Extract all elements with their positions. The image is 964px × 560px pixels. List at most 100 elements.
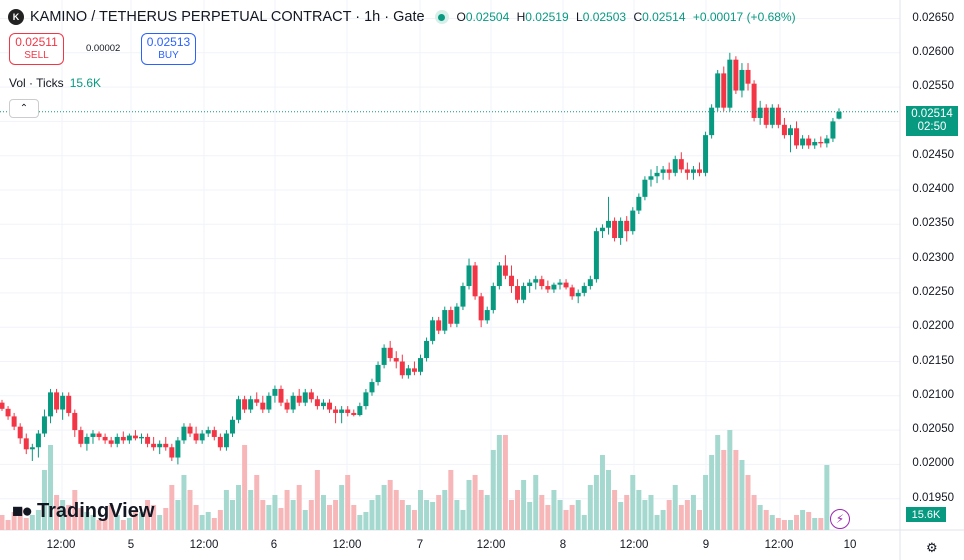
candle-body xyxy=(581,286,587,293)
volume-bar xyxy=(193,505,199,530)
candle-body xyxy=(794,128,800,146)
symbol-logo-icon: K xyxy=(8,9,24,25)
volume-bar xyxy=(90,515,96,530)
candle-body xyxy=(484,310,490,321)
volume-bar xyxy=(11,512,17,530)
candle-body xyxy=(599,227,605,232)
candle-body xyxy=(624,220,630,232)
volume-bar xyxy=(448,470,454,530)
volume-bar xyxy=(575,500,581,530)
candle-body xyxy=(606,220,612,228)
volume-bar xyxy=(145,500,151,530)
candle-body xyxy=(490,286,496,311)
candle-body xyxy=(612,220,618,239)
volume-bar xyxy=(284,490,290,530)
volume-bar xyxy=(587,485,593,530)
market-status-icon[interactable] xyxy=(434,10,449,24)
volume-bar xyxy=(618,502,624,530)
candle-body xyxy=(557,282,563,285)
volume-bar xyxy=(217,510,223,530)
candle-body xyxy=(751,83,757,118)
volume-bar xyxy=(654,515,660,530)
volume-bar xyxy=(508,500,514,530)
volume-bar xyxy=(223,490,229,530)
time-tick-label: 9 xyxy=(702,539,710,551)
volume-bar xyxy=(515,490,521,530)
candle-body xyxy=(114,436,120,444)
candle-body xyxy=(284,402,290,410)
bar-countdown: 02:50 xyxy=(917,121,947,133)
candle-body xyxy=(66,395,72,413)
chart-title[interactable]: KAMINO / TETHERUS PERPETUAL CONTRACT · 1… xyxy=(30,9,425,25)
candle-body xyxy=(496,265,502,287)
candle-body xyxy=(236,399,242,420)
volume-bar xyxy=(0,515,5,530)
buy-price: 0.02513 xyxy=(146,35,191,49)
volume-legend[interactable]: Vol · Ticks 15.6K xyxy=(9,76,101,90)
open-value: 0.02504 xyxy=(465,10,510,24)
time-tick-label: 6 xyxy=(270,539,278,551)
candle-body xyxy=(41,416,47,434)
time-tick-label: 12:00 xyxy=(764,539,794,551)
high-label: H xyxy=(516,10,526,24)
candle-body xyxy=(387,347,393,359)
volume-bar xyxy=(399,500,405,530)
candle-body xyxy=(217,436,223,448)
ohlc-values: O0.02504 H0.02519 L0.02503 C0.02514 +0.0… xyxy=(457,10,800,24)
buy-button[interactable]: 0.02513 BUY xyxy=(141,33,196,65)
volume-bar xyxy=(181,475,187,530)
candle-body xyxy=(824,138,830,144)
time-tick-label: 12:00 xyxy=(332,539,362,551)
candle-body xyxy=(563,282,569,288)
candle-body xyxy=(254,399,260,403)
candle-body xyxy=(515,286,521,300)
candle-body xyxy=(35,433,41,448)
volume-bar xyxy=(41,470,47,530)
candle-body xyxy=(120,436,126,441)
volume-bar xyxy=(684,500,690,530)
volume-bar xyxy=(812,518,818,530)
volume-bar xyxy=(411,510,417,530)
volume-bar xyxy=(236,485,242,530)
volume-bar xyxy=(272,495,278,530)
candle-body xyxy=(333,409,339,413)
volume-bar xyxy=(35,510,41,530)
chevron-up-icon[interactable]: ⌃ xyxy=(9,99,39,118)
low-label: L xyxy=(576,10,583,24)
chart-legend: K KAMINO / TETHERUS PERPETUAL CONTRACT ·… xyxy=(8,7,800,27)
volume-bar xyxy=(521,480,527,530)
volume-bar xyxy=(733,450,739,530)
volume-bar xyxy=(424,500,430,530)
volume-bar xyxy=(478,490,484,530)
candle-body xyxy=(290,395,296,410)
volume-bar xyxy=(539,495,545,530)
price-tick-label: 0.02200 xyxy=(912,320,954,333)
candle-body xyxy=(618,220,624,239)
volume-bar xyxy=(781,520,787,530)
volume-bar xyxy=(205,512,211,530)
candle-body xyxy=(157,443,163,448)
settings-icon[interactable]: ⚙ xyxy=(926,540,938,555)
volume-bar xyxy=(727,430,733,530)
volume-bar xyxy=(333,500,339,530)
candle-body xyxy=(327,402,333,410)
volume-bar xyxy=(472,475,478,530)
tradingview-logo[interactable]: ■● TradingView xyxy=(12,500,154,523)
volume-bar xyxy=(114,515,120,530)
volume-bar xyxy=(642,500,648,530)
last-price: 0.02514 xyxy=(911,108,953,120)
lightning-icon[interactable]: ⚡ xyxy=(830,509,850,529)
volume-bar xyxy=(545,505,551,530)
volume-bar xyxy=(581,515,587,530)
volume-bar xyxy=(54,495,60,530)
candle-body xyxy=(320,402,326,407)
candle-body xyxy=(454,306,460,324)
volume-bar xyxy=(806,512,812,530)
spread-value: 0.00002 xyxy=(86,43,121,54)
sell-button[interactable]: 0.02511 SELL xyxy=(9,33,64,65)
volume-bar xyxy=(660,510,666,530)
price-tick-label: 0.02300 xyxy=(912,251,954,264)
candle-body xyxy=(521,286,527,300)
candle-body xyxy=(430,320,436,341)
